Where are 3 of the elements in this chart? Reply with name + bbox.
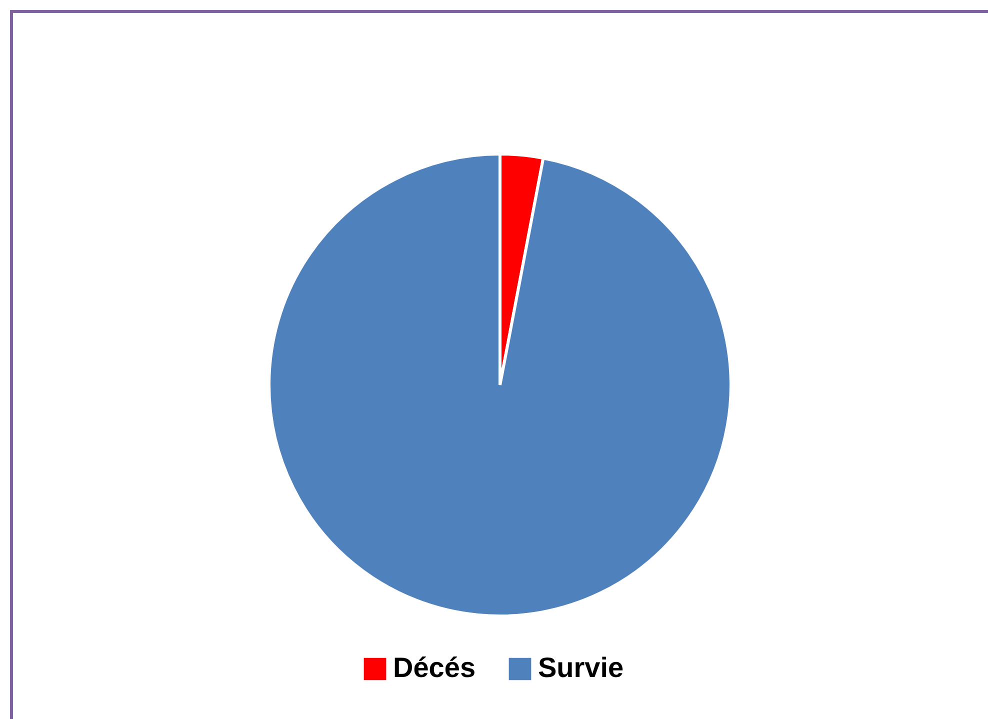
legend-label: Décés: [393, 652, 476, 683]
legend-label: Survie: [538, 652, 624, 683]
pie-slice: [268, 152, 732, 618]
